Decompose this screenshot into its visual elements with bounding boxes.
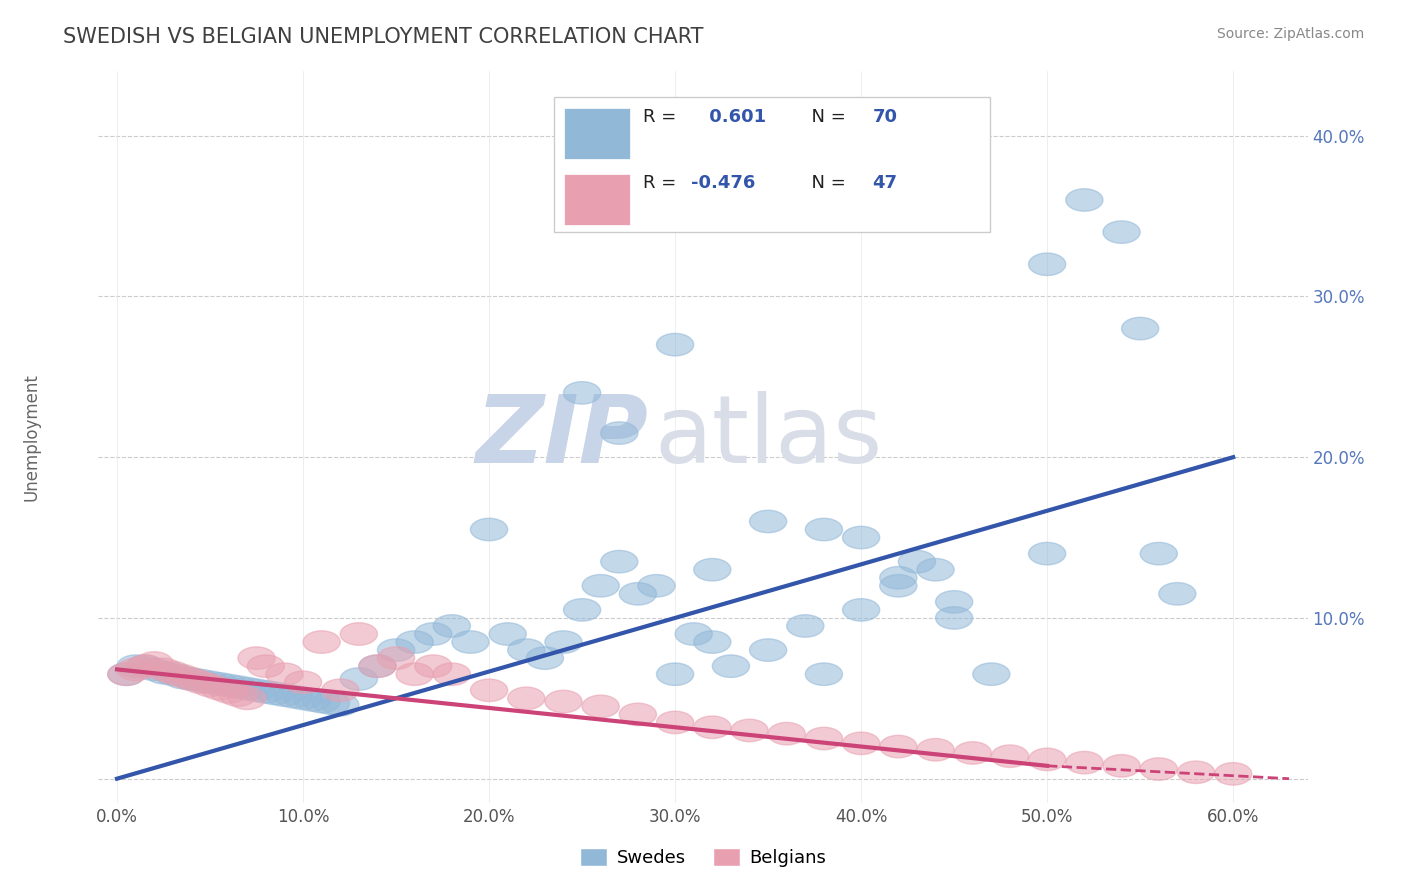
- Text: R =: R =: [643, 174, 682, 192]
- Text: 0.601: 0.601: [703, 108, 766, 126]
- Text: 70: 70: [872, 108, 897, 126]
- Text: SWEDISH VS BELGIAN UNEMPLOYMENT CORRELATION CHART: SWEDISH VS BELGIAN UNEMPLOYMENT CORRELAT…: [63, 27, 704, 46]
- Text: Source: ZipAtlas.com: Source: ZipAtlas.com: [1216, 27, 1364, 41]
- FancyBboxPatch shape: [554, 97, 990, 232]
- Text: R =: R =: [643, 108, 682, 126]
- Text: N =: N =: [800, 108, 851, 126]
- Legend: Swedes, Belgians: Swedes, Belgians: [574, 840, 832, 874]
- Text: N =: N =: [800, 174, 851, 192]
- Text: Unemployment: Unemployment: [22, 373, 41, 501]
- Text: ZIP: ZIP: [475, 391, 648, 483]
- Text: -0.476: -0.476: [690, 174, 755, 192]
- FancyBboxPatch shape: [564, 108, 630, 159]
- FancyBboxPatch shape: [564, 174, 630, 225]
- Text: atlas: atlas: [655, 391, 883, 483]
- Text: 47: 47: [872, 174, 897, 192]
